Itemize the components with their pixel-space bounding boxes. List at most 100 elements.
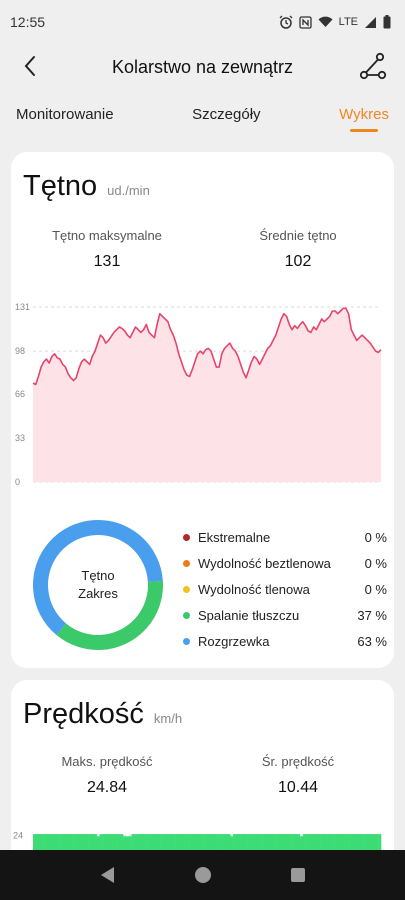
system-nav-bar <box>0 850 405 900</box>
speed-bar <box>227 834 231 860</box>
speed-bar <box>221 834 225 860</box>
speed-bar <box>195 834 199 860</box>
speed-bar <box>256 834 260 860</box>
speed-bar <box>349 834 353 860</box>
max-heart-rate-value: 131 <box>93 253 121 270</box>
alarm-icon <box>279 15 293 29</box>
speed-bar <box>230 836 234 860</box>
speed-bar <box>328 834 332 860</box>
nav-home-icon[interactable] <box>194 866 212 884</box>
speed-bar <box>224 834 228 860</box>
speed-bar <box>317 834 321 860</box>
speed-bar <box>331 834 335 860</box>
speed-bar <box>204 834 208 860</box>
zone-donut-chart <box>33 520 163 650</box>
signal-icon <box>365 16 376 28</box>
legend-dot <box>183 585 190 593</box>
zone-legend: Ekstremalne 0 % Wydolność beztlenowa 0 %… <box>183 524 387 654</box>
speed-bar <box>296 834 301 860</box>
speed-bar <box>64 834 69 860</box>
y-tick-label: 98 <box>15 346 25 356</box>
heart-rate-zone-donut: Tętno Zakres <box>31 518 165 652</box>
speed-bar <box>305 834 309 860</box>
speed-bar <box>178 834 182 860</box>
speed-bar <box>96 836 100 860</box>
tab-monitoring[interactable]: Monitorowanie <box>16 105 114 123</box>
speed-bar <box>343 834 347 860</box>
speed-bar <box>375 834 379 860</box>
donut-segment <box>33 520 163 650</box>
speed-bar <box>363 834 367 860</box>
speed-bar <box>311 834 315 860</box>
speed-bar <box>35 834 40 860</box>
status-bar: 12:55 LTE <box>0 0 405 44</box>
speed-bar <box>134 834 138 860</box>
heart-rate-card: Tętno ud./min Tętno maksymalne 131 Średn… <box>11 152 394 668</box>
speed-bar <box>125 836 129 860</box>
speed-bar <box>53 834 57 860</box>
speed-bar <box>44 834 48 860</box>
donut-center-line2: Zakres <box>78 586 118 601</box>
speed-bar <box>175 834 179 860</box>
speed-bar <box>288 834 292 860</box>
speed-bar <box>346 834 350 860</box>
avg-heart-rate-value: 102 <box>284 253 312 270</box>
speed-bar <box>79 834 83 860</box>
donut-center-line1: Tętno <box>81 568 115 583</box>
speed-bar <box>282 834 286 860</box>
avg-heart-rate-label: Średnie tętno <box>259 228 337 243</box>
avg-speed-value: 10.44 <box>277 779 319 796</box>
heart-rate-header: Tętno ud./min <box>23 170 150 203</box>
speed-bar <box>270 834 274 860</box>
app-bar: Kolarstwo na zewnątrz <box>0 44 405 90</box>
avg-speed: Śr. prędkość 10.44 <box>213 754 383 797</box>
speed-bar <box>108 834 112 860</box>
y-tick-label: 66 <box>15 389 25 399</box>
speed-bar <box>33 834 37 860</box>
speed-bar <box>244 834 248 860</box>
speed-bar <box>233 834 237 860</box>
legend-dot <box>183 637 190 645</box>
speed-bar <box>99 834 103 860</box>
page-title: Kolarstwo na zewnątrz <box>111 56 294 77</box>
speed-bar <box>192 834 196 860</box>
speed-bar <box>146 834 150 860</box>
route-button[interactable] <box>355 48 391 84</box>
chevron-left-icon <box>24 56 35 76</box>
speed-bar <box>169 834 173 860</box>
legend-label: Wydolność tlenowa <box>198 581 310 597</box>
back-button[interactable] <box>14 50 46 82</box>
tab-chart[interactable]: Wykres <box>339 96 389 132</box>
nfc-icon <box>298 15 312 29</box>
speed-header: Prędkość km/h <box>23 698 182 731</box>
speed-bar <box>241 834 245 860</box>
speed-bar <box>369 834 373 860</box>
status-time: 12:55 <box>10 14 46 30</box>
speed-bar <box>325 834 330 860</box>
speed-bar <box>291 834 295 860</box>
nav-recents-icon[interactable] <box>290 867 306 883</box>
tab-bar: Monitorowanie Szczegóły Wykres <box>0 96 405 136</box>
y-tick-label: 131 <box>15 302 30 312</box>
speed-bar <box>128 836 132 860</box>
legend-pct: 37 % <box>357 607 387 623</box>
speed-bar <box>299 836 303 860</box>
speed-bar <box>238 834 243 860</box>
speed-bar <box>50 834 54 860</box>
speed-bar <box>67 834 71 860</box>
donut-center-label: Tętno Zakres <box>31 518 165 652</box>
speed-bar <box>189 834 193 860</box>
speed-bar <box>47 834 51 860</box>
legend-dot <box>183 611 190 619</box>
tab-details[interactable]: Szczegóły <box>192 105 261 123</box>
speed-bar <box>88 834 92 860</box>
speed-bar <box>131 834 135 860</box>
speed-bar <box>166 834 170 860</box>
status-icons: LTE <box>279 15 391 29</box>
speed-bar <box>157 834 161 860</box>
speed-bar <box>151 834 156 860</box>
speed-bar <box>56 834 60 860</box>
speed-bar <box>340 834 344 860</box>
legend-pct: 0 % <box>364 581 387 597</box>
nav-back-icon[interactable] <box>99 866 117 884</box>
